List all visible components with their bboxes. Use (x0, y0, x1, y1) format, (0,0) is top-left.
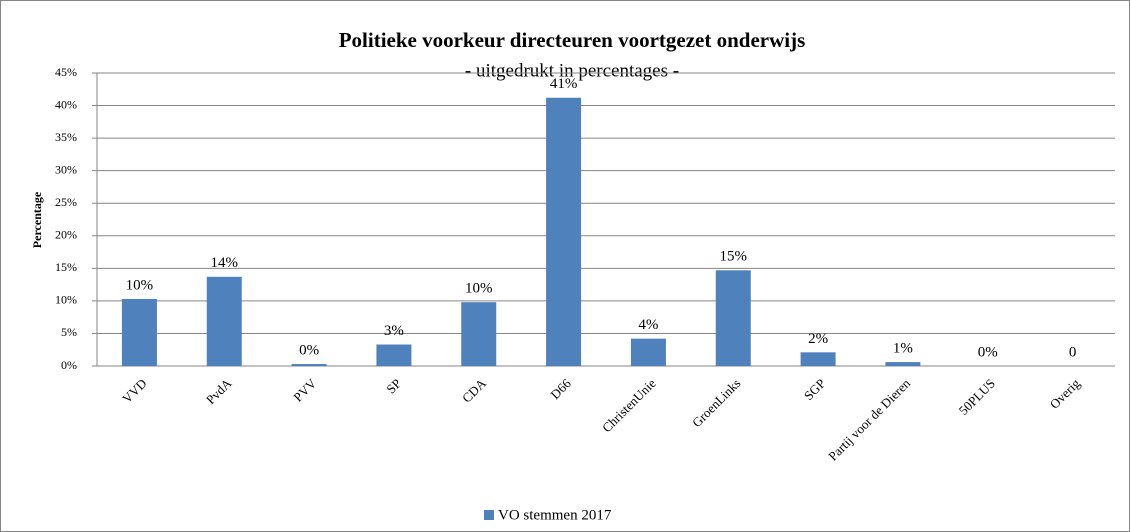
bar (715, 270, 751, 366)
value-label: 0% (299, 342, 319, 358)
y-tick-label: 45% (55, 65, 77, 79)
legend-label: VO stemmen 2017 (498, 507, 612, 523)
y-tick-label: 5% (61, 325, 77, 339)
chart-subtitle: - uitgedrukt in percentages - (465, 60, 679, 81)
y-axis-label: Percentage (30, 191, 44, 248)
value-label: 0 (1069, 344, 1077, 360)
bar (461, 302, 497, 366)
value-label: 1% (893, 341, 913, 357)
bar (376, 344, 412, 366)
y-tick-label: 0% (61, 358, 77, 372)
value-label: 41% (550, 76, 578, 92)
value-label: 2% (808, 331, 828, 347)
value-label: 0% (978, 344, 998, 360)
y-tick-label: 40% (55, 97, 77, 111)
bar (121, 298, 157, 366)
y-tick-label: 10% (55, 293, 77, 307)
bar (546, 97, 582, 367)
bar (885, 362, 921, 366)
bar (800, 352, 836, 366)
bar (206, 276, 242, 366)
y-tick-label: 15% (55, 260, 77, 274)
y-tick-label: 25% (55, 195, 77, 209)
bar (630, 338, 666, 366)
value-label: 10% (465, 281, 493, 297)
legend-swatch (484, 510, 494, 520)
value-label: 10% (126, 277, 154, 293)
value-label: 4% (638, 317, 658, 333)
bar (291, 364, 327, 366)
y-tick-label: 35% (55, 130, 77, 144)
value-label: 3% (384, 323, 404, 339)
value-label: 14% (211, 255, 239, 271)
chart-title: Politieke voorkeur directeuren voortgeze… (339, 28, 806, 52)
value-label: 15% (720, 249, 748, 265)
y-tick-label: 30% (55, 162, 77, 176)
y-tick-label: 20% (55, 228, 77, 242)
